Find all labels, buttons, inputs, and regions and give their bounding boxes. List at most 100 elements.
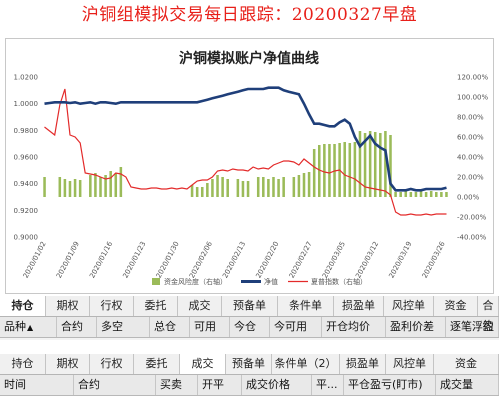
x-axis-tick: 2020/01/09 <box>55 240 81 279</box>
trades-tab-bar: 持仓 期权 行权 委托 成交 预备单 条件单（2） 损盈单 风控单 资金 <box>0 354 499 375</box>
positions-column-header[interactable]: 盈利价差 <box>386 317 446 337</box>
trades-column-label: 平... <box>316 378 338 391</box>
positions-column-header[interactable]: 开仓均价 <box>322 317 386 337</box>
positions-column-label: 开仓均价 <box>326 320 370 333</box>
sort-ascending-icon: ▲ <box>27 323 34 332</box>
risk-bar <box>282 177 285 197</box>
trades-tab[interactable]: 持仓 <box>0 354 46 374</box>
x-axis-tick: 2020/03/05 <box>321 240 347 279</box>
trades-tab[interactable]: 行权 <box>90 354 134 374</box>
risk-bar <box>78 180 82 197</box>
positions-column-label: 合约 <box>61 320 83 333</box>
trades-header: 时间 合约 买卖 开平 成交价格 平... 平仓盈亏(盯市) 成交量 <box>0 375 499 396</box>
risk-bar <box>256 177 260 197</box>
positions-tab[interactable]: 持仓 <box>0 296 46 316</box>
trades-tab[interactable]: 委托 <box>134 354 180 374</box>
positions-tab[interactable]: 成交 <box>178 296 222 316</box>
trades-body <box>0 396 499 419</box>
right-axis-tick: -40.00% <box>457 234 487 242</box>
trades-column-label: 买卖 <box>160 378 182 391</box>
risk-bar <box>109 171 112 197</box>
positions-tab[interactable]: 预备单 <box>222 296 278 316</box>
risk-bar <box>399 192 402 197</box>
trades-column-header[interactable]: 时间 <box>0 375 74 395</box>
risk-bar <box>277 179 280 197</box>
page-title: 沪铜组模拟交易每日跟踪：20200327早盘 <box>81 5 418 25</box>
x-axis-tick: 2020/03/26 <box>421 240 447 280</box>
positions-column-header[interactable]: 总仓 <box>150 317 190 337</box>
trades-column-header[interactable]: 平仓盈亏(盯市) <box>344 375 436 395</box>
trades-tab[interactable]: 预备单 <box>226 354 272 374</box>
risk-bar <box>379 133 382 197</box>
x-axis-tick: 2020/03/12 <box>354 240 380 279</box>
trades-column-header[interactable]: 买卖 <box>156 375 198 395</box>
x-axis-tick: 2020/02/20 <box>255 240 281 279</box>
risk-bar <box>394 192 397 197</box>
risk-bar <box>58 177 62 197</box>
trades-column-header[interactable]: 开平 <box>198 375 242 395</box>
x-axis-tick: 2020/02/13 <box>221 240 247 279</box>
positions-column-header[interactable]: 可用 <box>190 317 230 337</box>
trades-tab[interactable]: 风控单 <box>386 354 434 374</box>
positions-tab[interactable]: 资金 <box>434 296 478 316</box>
risk-bar <box>226 179 229 197</box>
positions-tab[interactable]: 条件单 <box>278 296 334 316</box>
trades-column-header[interactable]: 合约 <box>74 375 156 395</box>
trades-column-label: 成交量 <box>440 378 473 391</box>
legend-label-risk: 资金风险度（右轴） <box>164 277 227 286</box>
positions-tab[interactable]: 合约 <box>478 296 499 332</box>
risk-bar <box>216 175 219 197</box>
positions-column-header[interactable]: 今仓 <box>230 317 270 337</box>
nav-line <box>44 86 447 192</box>
positions-column-header[interactable]: 逐笔浮盈 <box>446 317 499 337</box>
nav-chart: 沪铜模拟账户净值曲线 1.0200 1.0000 0.9800 0.9600 0.940… <box>5 38 494 294</box>
trades-tab[interactable]: 损盈单 <box>340 354 386 374</box>
positions-tab[interactable]: 委托 <box>134 296 178 316</box>
chart-title: 沪铜模拟账户净值曲线 <box>179 50 319 67</box>
right-axis-tick: 60.00% <box>457 134 484 142</box>
risk-bar <box>104 175 107 197</box>
x-axis-tick: 2020/03/19 <box>388 240 414 279</box>
positions-tab[interactable]: 风控单 <box>384 296 434 316</box>
positions-tab[interactable]: 期权 <box>46 296 90 316</box>
risk-bar <box>343 142 346 197</box>
positions-column-label: 可用 <box>194 320 216 333</box>
positions-column-header[interactable]: 品种▲ <box>0 317 57 337</box>
risk-bar <box>389 135 392 197</box>
trades-panel: 持仓 期权 行权 委托 成交 预备单 条件单（2） 损盈单 风控单 资金 时间 合约 买卖 开平 成交价格… <box>0 354 499 396</box>
trades-column-header[interactable]: 成交量 <box>436 375 499 395</box>
right-axis-tick: -20.00% <box>457 214 487 222</box>
risk-bar <box>272 177 275 197</box>
risk-bar <box>353 142 357 197</box>
risk-bar <box>73 179 77 197</box>
left-axis-tick: 0.9800 <box>14 127 39 135</box>
risk-bar <box>363 133 367 197</box>
sharpe-line <box>44 88 447 216</box>
positions-column-header[interactable]: 合约 <box>57 317 97 337</box>
risk-bar <box>292 177 296 197</box>
trades-tab[interactable]: 条件单（2） <box>272 354 340 374</box>
risk-bar <box>63 179 67 197</box>
positions-tab[interactable]: 行权 <box>90 296 134 316</box>
trades-column-header[interactable]: 平... <box>312 375 344 395</box>
trades-tab[interactable]: 成交 <box>180 354 226 374</box>
positions-tab[interactable]: 损盈单 <box>334 296 384 316</box>
left-axis-tick: 1.0200 <box>14 74 39 82</box>
trades-tab[interactable]: 资金 <box>434 354 499 374</box>
risk-bar <box>206 183 209 197</box>
left-axis-tick: 0.9200 <box>14 207 39 215</box>
trades-tab[interactable]: 期权 <box>46 354 90 374</box>
risk-bar <box>190 185 194 197</box>
trades-column-label: 时间 <box>4 378 26 391</box>
right-axis-tick: 80.00% <box>457 114 484 122</box>
positions-column-header[interactable]: 今可用 <box>270 317 322 337</box>
positions-column-header[interactable]: 多空 <box>97 317 150 337</box>
positions-column-label: 逐笔浮盈 <box>450 320 494 333</box>
positions-column-label: 总仓 <box>154 320 176 333</box>
risk-bar <box>297 175 301 197</box>
trades-column-header[interactable]: 成交价格 <box>242 375 312 395</box>
risk-bar <box>302 173 306 197</box>
risk-bar <box>429 191 433 197</box>
trades-column-label: 成交价格 <box>246 378 290 391</box>
left-axis-tick: 1.0000 <box>14 100 39 108</box>
